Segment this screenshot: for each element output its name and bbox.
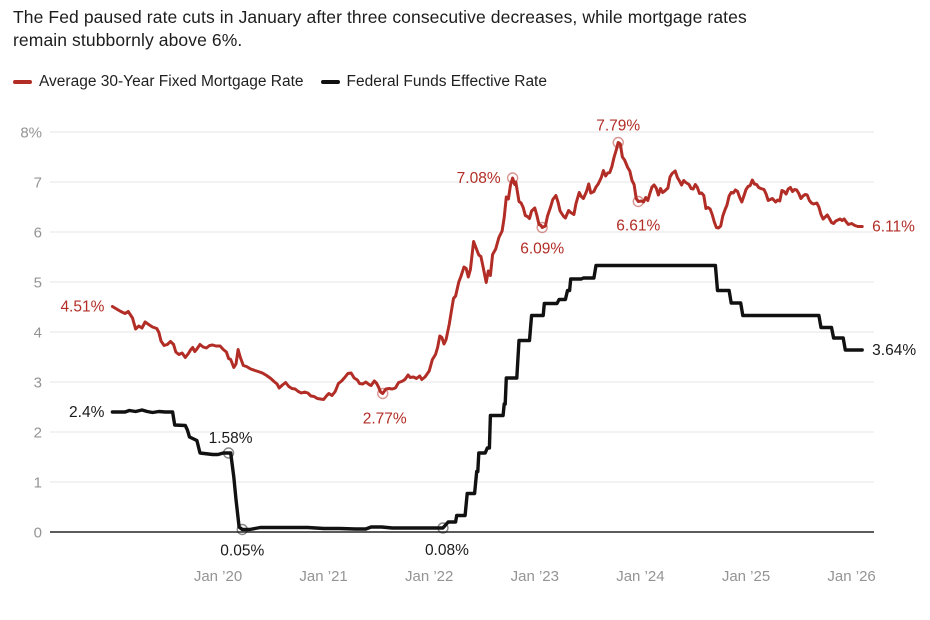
legend-label-fed: Federal Funds Effective Rate — [346, 73, 547, 90]
annotation-labels: 4.51% 2.4% 1.58% 0.05% 2.77% 0.08% 7.08% 6.09% 7… — [60, 118, 916, 560]
page-title-line2: remain stubbornly above 6%. — [13, 30, 243, 50]
annotation-label: 7.79% — [596, 118, 640, 135]
annotation-marker — [612, 136, 624, 149]
mortgage-rate-line — [110, 141, 864, 401]
x-axis-labels: Jan ’20 Jan ’21 Jan ’22 Jan ’23 Jan ’24 Jan ’… — [194, 568, 876, 585]
annotation-label: 7.08% — [457, 170, 501, 187]
legend-swatch-fed-icon — [320, 80, 340, 84]
y-tick-label: 0 — [34, 525, 42, 542]
legend-item-fed: Federal Funds Effective Rate — [320, 73, 547, 91]
annotation-label: 6.11% — [872, 219, 915, 236]
annotation-marker — [632, 195, 644, 208]
legend-swatch-mortgage-icon — [13, 80, 32, 84]
x-tick-label: Jan ’21 — [299, 568, 347, 585]
gridlines — [50, 131, 874, 533]
annotation-label: 2.4% — [69, 404, 105, 421]
x-tick-label: Jan ’22 — [405, 568, 453, 585]
annotation-marker — [506, 172, 519, 184]
annotation-markers — [222, 136, 644, 536]
y-tick-label: 3 — [34, 375, 42, 392]
x-tick-label: Jan ’23 — [511, 568, 559, 585]
annotation-label: 4.51% — [60, 299, 104, 316]
series-lines — [110, 141, 864, 532]
page-title: The Fed paused rate cuts in January afte… — [13, 6, 747, 52]
x-tick-label: Jan ’25 — [722, 568, 770, 585]
y-tick-label: 5 — [34, 275, 42, 292]
y-tick-label: 1 — [34, 475, 42, 492]
annotation-label: 1.58% — [209, 430, 253, 447]
y-tick-label: 6 — [34, 225, 42, 242]
x-tick-label: Jan ’24 — [616, 568, 664, 585]
annotation-marker — [536, 221, 548, 234]
page-title-line1: The Fed paused rate cuts in January afte… — [13, 7, 747, 27]
annotation-marker — [437, 522, 449, 534]
y-tick-label: 8% — [20, 125, 42, 142]
annotation-label: 0.05% — [220, 543, 264, 560]
x-tick-label: Jan ’26 — [827, 568, 875, 585]
legend-label-mortgage: Average 30-Year Fixed Mortgage Rate — [39, 73, 304, 90]
annotation-label: 6.09% — [520, 241, 564, 258]
annotation-marker — [236, 523, 248, 536]
annotation-marker — [377, 387, 389, 400]
y-tick-label: 2 — [34, 425, 42, 442]
y-tick-label: 4 — [34, 325, 42, 342]
annotation-label: 6.61% — [616, 218, 660, 235]
legend-item-mortgage: Average 30-Year Fixed Mortgage Rate — [13, 73, 304, 91]
legend: Average 30-Year Fixed Mortgage Rate Fede… — [13, 73, 547, 91]
y-tick-label: 7 — [34, 175, 42, 192]
annotation-label: 3.64% — [872, 342, 916, 359]
fed-funds-line — [110, 263, 864, 532]
annotation-marker — [222, 447, 235, 459]
annotation-label: 2.77% — [363, 411, 407, 428]
x-tick-label: Jan ’20 — [194, 568, 242, 585]
y-axis-labels: 0 1 2 3 4 5 6 7 8% — [20, 125, 42, 542]
annotation-label: 0.08% — [425, 542, 469, 559]
